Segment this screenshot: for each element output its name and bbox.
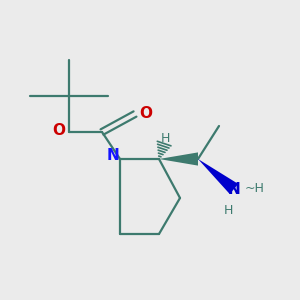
Text: H: H bbox=[223, 203, 233, 217]
Text: N: N bbox=[106, 148, 119, 164]
Text: O: O bbox=[52, 123, 65, 138]
Text: O: O bbox=[139, 106, 152, 122]
Text: ~H: ~H bbox=[245, 182, 265, 196]
Text: N: N bbox=[228, 182, 240, 196]
Polygon shape bbox=[159, 152, 198, 166]
Polygon shape bbox=[198, 159, 238, 194]
Text: H: H bbox=[160, 131, 170, 145]
